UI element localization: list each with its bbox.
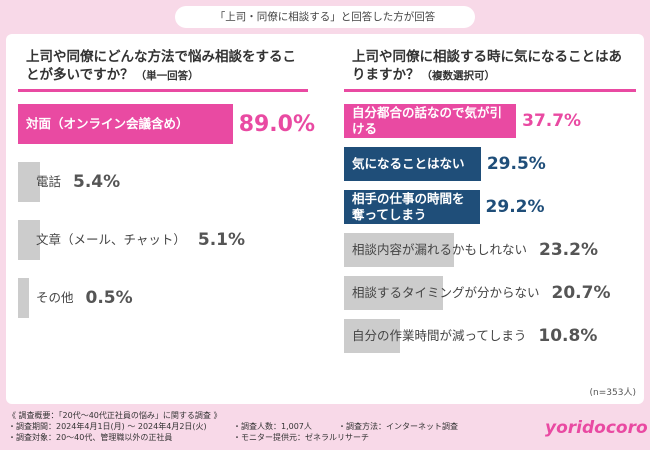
bar [18, 104, 233, 144]
category-label: 自分の作業時間が減ってしまう [352, 328, 527, 343]
bar [344, 319, 401, 353]
header: 「上司・同僚に相談する」と回答した方が回答 [175, 6, 475, 28]
bar-row: 自分都合の話なので気が引ける 37.7% [344, 104, 636, 138]
category-label: 文章（メール、チャット） [36, 232, 186, 247]
bar [18, 162, 41, 202]
subtitle: （複数選択可） [421, 70, 496, 82]
category-label: 相談するタイミングが分からない [352, 285, 540, 300]
bar-label-box: その他 [18, 278, 80, 318]
value-label: 10.8% [538, 326, 598, 346]
logo: yoridocoro [545, 418, 648, 438]
value-label: 37.7% [522, 111, 582, 131]
value-label: 89.0% [238, 111, 316, 137]
category-label: 相手の仕事の時間を奪ってしまう [352, 191, 465, 222]
bar-label-box: 気になることはない [344, 147, 481, 181]
value-label: 23.2% [539, 240, 598, 260]
bar-label-box: 相談内容が漏れるかもしれない [344, 233, 533, 267]
subtitle: （単一回答） [135, 70, 199, 82]
bar-row: 対面（オンライン会議含め） 89.0% [18, 104, 315, 144]
value-label: 0.5% [85, 288, 133, 308]
bar-row: 相談内容が漏れるかもしれない 23.2% [344, 233, 636, 267]
bar [344, 104, 517, 138]
category-label: 気になることはない [352, 156, 465, 171]
category-label: 自分都合の話なので気が引ける [352, 105, 503, 136]
chart-title: 上司や同僚に相談する時に気になることはありますか？ （複数選択可） [344, 44, 636, 92]
bar-row: 相談するタイミングが分からない 20.7% [344, 276, 636, 310]
footer-line: ・調査期間：2024年4月1日(月) 〜 2024年4月2日(火) [8, 422, 207, 431]
bar [18, 278, 30, 318]
bar [344, 233, 454, 267]
chart-right: 上司や同僚に相談する時に気になることはありますか？ （複数選択可） 自分都合の話なの… [344, 44, 636, 362]
bar-label-box: 対面（オンライン会議含め） [18, 104, 233, 144]
bar [344, 147, 481, 181]
bar-row: 気になることはない 29.5% [344, 147, 636, 181]
footer-line: ・調査対象：20〜40代、管理職以外の正社員 [8, 433, 173, 442]
bar [18, 220, 40, 260]
bar-label-box: 相手の仕事の時間を奪ってしまう [344, 190, 480, 224]
bar-row: 電話 5.4% [18, 162, 308, 202]
value-label: 29.5% [486, 154, 546, 174]
bar-row: その他 0.5% [18, 278, 308, 318]
value-label: 5.1% [197, 230, 246, 250]
footer-line: 《 調査概要：「20代〜40代正社員の悩み」に関する調査 》 [8, 411, 222, 420]
note: (n=353人) [589, 388, 636, 398]
category-label: 電話 [36, 174, 62, 189]
bar-label-box: 自分都合の話なので気が引ける [344, 104, 517, 138]
footer-line: ・調査方法：インターネット調査 [338, 422, 458, 431]
bar-label-box: 文章（メール、チャット） [18, 220, 192, 260]
value-label: 29.2% [485, 197, 545, 217]
bar-label-box: 電話 [18, 162, 67, 202]
bar-row: 文章（メール、チャット） 5.1% [18, 220, 308, 260]
footer-line: ・モニター提供元：ゼネラルリサーチ [233, 433, 369, 442]
category-label: その他 [36, 290, 74, 305]
chart-title: 上司や同僚にどんな方法で悩み相談をすることが多いですか？ （単一回答） [18, 44, 308, 92]
bar-label-box: 自分の作業時間が減ってしまう [344, 319, 532, 353]
title-text: 上司や同僚に相談する時に気になることはありますか？ [352, 49, 622, 83]
bar-row: 自分の作業時間が減ってしまう 10.8% [344, 319, 636, 353]
bar-row: 相手の仕事の時間を奪ってしまう 29.2% [344, 190, 636, 224]
title-text: 上司や同僚にどんな方法で悩み相談をすることが多いですか？ [26, 49, 296, 83]
category-label: 相談内容が漏れるかもしれない [352, 242, 528, 257]
bar [344, 276, 443, 310]
chart-left: 上司や同僚にどんな方法で悩み相談をすることが多いですか？ （単一回答） 対面（オンラ… [18, 44, 315, 336]
footer-line: ・調査人数：1,007人 [233, 422, 312, 431]
bar-label-box: 相談するタイミングが分からない [344, 276, 546, 310]
value-label: 5.4% [73, 172, 121, 192]
bar [344, 190, 480, 224]
value-label: 20.7% [551, 283, 611, 303]
panel: 上司や同僚にどんな方法で悩み相談をすることが多いですか？ （単一回答） 対面（オンラ… [6, 34, 644, 404]
category-label: 対面（オンライン会議含め） [26, 116, 189, 131]
